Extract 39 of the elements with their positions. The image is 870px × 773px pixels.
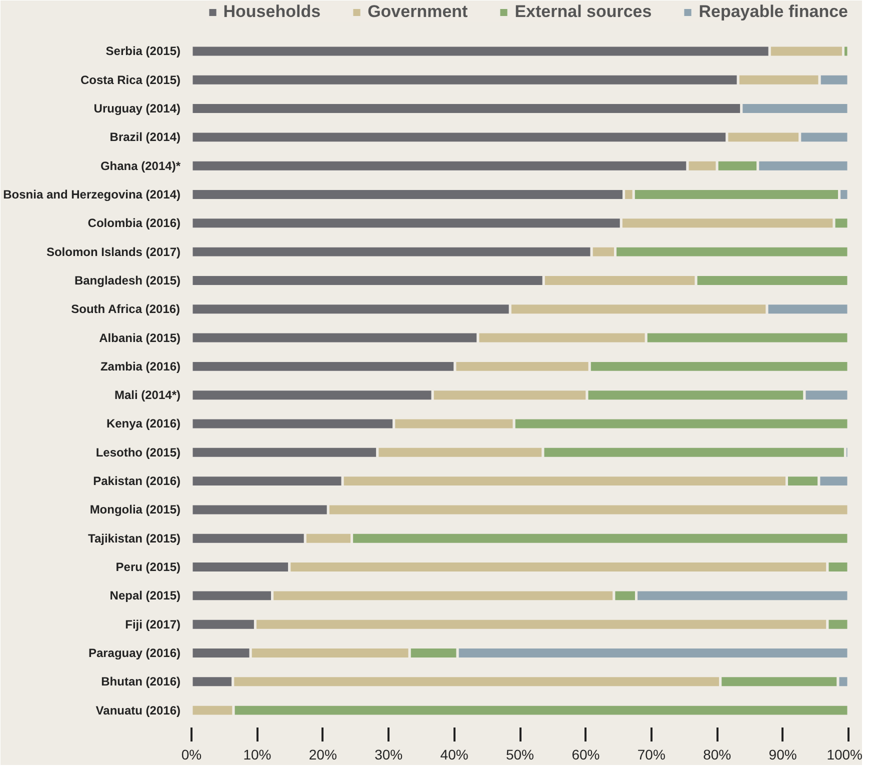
y-tick-label: Ghana (2014)*	[100, 158, 181, 173]
y-tick-label: Lesotho (2015)	[96, 445, 181, 460]
legend-label: Repayable finance	[698, 2, 848, 22]
y-tick-label: South Africa (2016)	[71, 302, 180, 316]
x-tick-label: 10%	[243, 746, 272, 762]
y-tick-label: Bhutan (2016)	[101, 674, 181, 689]
legend-label: Government	[368, 2, 468, 22]
y-tick-label: Zambia (2016)	[100, 359, 181, 374]
x-tick-label: 90%	[768, 746, 797, 762]
x-tick-label: 80%	[703, 746, 732, 762]
y-tick-label: Paraguay (2016)	[88, 646, 181, 660]
y-tick-label: Vanuatu (2016)	[96, 703, 181, 718]
y-tick-label: Nepal (2015)	[110, 588, 181, 603]
y-tick-label: Tajikistan (2015)	[88, 531, 181, 546]
y-tick-label: Kenya (2016)	[106, 416, 181, 431]
legend-label: External sources	[514, 2, 652, 22]
y-tick-label: Fiji (2017)	[125, 617, 181, 632]
y-tick-label: Solomon Islands (2017)	[46, 244, 181, 259]
y-tick-label: Bosnia and Herzegovina (2014)	[3, 187, 181, 202]
y-tick-label: Mongolia (2015)	[90, 502, 181, 517]
x-tick-label: 60%	[572, 746, 600, 762]
y-tick-label: Brazil (2014)	[110, 130, 181, 144]
x-tick-label: 50%	[506, 746, 534, 762]
x-tick-label: 100%	[826, 746, 863, 762]
y-tick-label: Albania (2015)	[99, 330, 181, 345]
x-tick-label: 30%	[374, 746, 403, 762]
legend-label: Households	[223, 2, 321, 22]
y-tick-label: Serbia (2015)	[106, 44, 181, 58]
y-tick-label: Costa Rica (2015)	[80, 72, 181, 87]
y-tick-label: Peru (2015)	[116, 560, 181, 574]
x-tick-label: 70%	[637, 746, 666, 762]
y-tick-label: Uruguay (2014)	[94, 102, 181, 116]
y-tick-label: Colombia (2016)	[88, 216, 181, 230]
y-tick-label: Bangladesh (2015)	[74, 273, 181, 288]
y-tick-label: Pakistan (2016)	[93, 474, 181, 488]
y-tick-label: Mali (2014*)	[114, 388, 181, 402]
x-tick-label: 20%	[308, 746, 337, 762]
x-tick-label: 0%	[181, 746, 202, 762]
x-tick-label: 40%	[440, 746, 468, 762]
